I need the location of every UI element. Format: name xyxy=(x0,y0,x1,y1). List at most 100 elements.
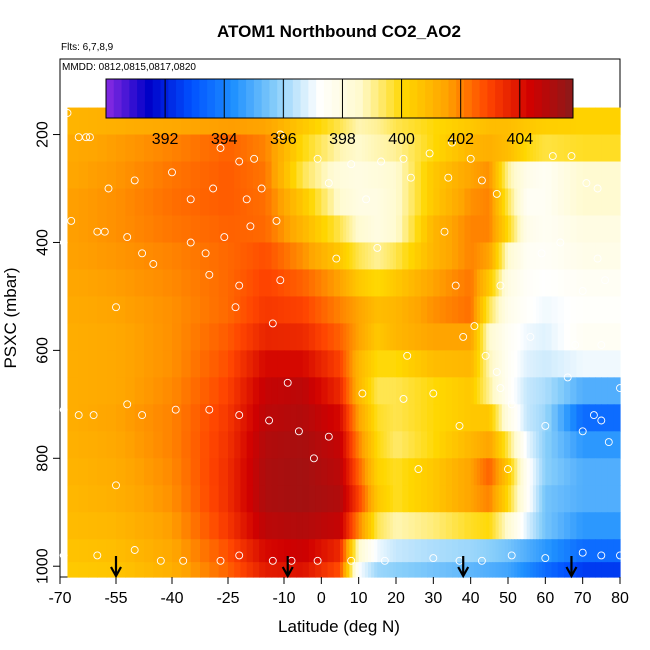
colorbar-segment xyxy=(129,79,138,118)
heatmap-cell xyxy=(234,269,242,298)
heatmap-cell xyxy=(386,107,391,136)
heatmap-cell xyxy=(458,107,466,136)
heatmap-cell xyxy=(492,215,497,244)
heatmap-cell xyxy=(134,134,145,163)
heatmap-cell xyxy=(476,269,481,298)
heatmap-cell xyxy=(125,431,136,459)
heatmap-cell xyxy=(545,562,553,578)
heatmap-cell xyxy=(234,512,242,540)
heatmap-cell xyxy=(613,107,621,136)
heatmap-cell xyxy=(613,377,621,405)
heatmap-cell xyxy=(361,215,366,244)
sample-point xyxy=(440,227,449,236)
heatmap-cell xyxy=(483,161,487,190)
heatmap-cell xyxy=(570,431,578,459)
heatmap-cell xyxy=(473,431,478,459)
heatmap-cell xyxy=(374,107,378,136)
heatmap-cell xyxy=(551,134,559,163)
heatmap-cell xyxy=(551,107,559,136)
heatmap-cell xyxy=(125,161,136,190)
heatmap-cell xyxy=(532,350,537,378)
heatmap-cell xyxy=(511,377,515,405)
heatmap-cell xyxy=(234,161,242,190)
colorbar-segment xyxy=(549,79,558,118)
heatmap-cell xyxy=(483,404,487,432)
heatmap-cell xyxy=(542,188,546,217)
heatmap-cell xyxy=(234,350,242,378)
heatmap-cell xyxy=(116,539,126,563)
heatmap-cell xyxy=(607,107,615,136)
heatmap-cell xyxy=(517,134,522,163)
heatmap-cell xyxy=(582,107,590,136)
heatmap-cell xyxy=(106,188,117,217)
heatmap-cell xyxy=(327,296,335,324)
heatmap-cell xyxy=(514,242,518,271)
heatmap-cell xyxy=(228,134,235,163)
heatmap-cell xyxy=(380,350,385,378)
heatmap-cell xyxy=(327,215,335,244)
heatmap-cell xyxy=(315,458,322,486)
heatmap-cell xyxy=(67,161,70,190)
heatmap-cell xyxy=(296,377,304,405)
sample-point xyxy=(429,554,438,563)
heatmap-cell xyxy=(607,458,615,486)
heatmap-cell xyxy=(361,485,366,513)
heatmap-cell xyxy=(486,296,490,324)
heatmap-cell xyxy=(458,296,466,324)
heatmap-cell xyxy=(134,107,145,136)
sample-point xyxy=(156,556,165,565)
x-tick-label: 60 xyxy=(536,590,554,607)
heatmap-cell xyxy=(514,107,518,136)
sample-point xyxy=(231,303,240,312)
heatmap-cell xyxy=(582,296,590,324)
heatmap-cell xyxy=(582,215,590,244)
heatmap-cell xyxy=(570,161,578,190)
heatmap-cell xyxy=(542,323,546,351)
heatmap-cell xyxy=(190,512,201,540)
heatmap-cell xyxy=(564,512,571,540)
heatmap-cell xyxy=(271,134,279,163)
heatmap-cell xyxy=(321,404,329,432)
heatmap-cell xyxy=(445,404,453,432)
colorbar-segment xyxy=(269,79,278,118)
heatmap-cell xyxy=(162,404,173,432)
heatmap-cell xyxy=(392,323,397,351)
heatmap-cell xyxy=(523,296,528,324)
heatmap-cell xyxy=(67,512,70,540)
heatmap-cell xyxy=(464,134,472,163)
heatmap-cell xyxy=(427,215,434,244)
heatmap-cell xyxy=(200,215,210,244)
heatmap-cell xyxy=(284,323,291,351)
sample-point xyxy=(138,411,147,420)
heatmap-cell xyxy=(392,404,397,432)
heatmap-cell xyxy=(526,215,531,244)
heatmap-cell xyxy=(296,215,304,244)
heatmap-cell xyxy=(445,485,453,513)
heatmap-cell xyxy=(570,323,578,351)
heatmap-cell xyxy=(246,350,254,378)
heatmap-cell xyxy=(576,242,584,271)
heatmap-cell xyxy=(374,539,378,563)
heatmap-cell xyxy=(246,269,254,298)
heatmap-cell xyxy=(346,377,350,405)
heatmap-cell xyxy=(265,512,273,540)
heatmap-cell xyxy=(380,512,385,540)
heatmap-cell xyxy=(162,161,173,190)
heatmap-cell xyxy=(508,242,512,271)
heatmap-cell xyxy=(595,215,602,244)
heatmap-cell xyxy=(514,539,518,563)
heatmap-cell xyxy=(88,323,98,351)
heatmap-cell xyxy=(355,269,360,298)
heatmap-cell xyxy=(427,269,434,298)
heatmap-cell xyxy=(480,431,484,459)
heatmap-cell xyxy=(607,161,615,190)
heatmap-cell xyxy=(445,323,453,351)
sample-point xyxy=(399,154,408,163)
heatmap-cell xyxy=(427,431,434,459)
colorbar-segment xyxy=(440,79,449,118)
heatmap-cell xyxy=(427,512,434,540)
heatmap-cell xyxy=(464,161,472,190)
heatmap-cell xyxy=(321,188,329,217)
heatmap-cell xyxy=(125,242,136,271)
colorbar-segment xyxy=(495,79,504,118)
